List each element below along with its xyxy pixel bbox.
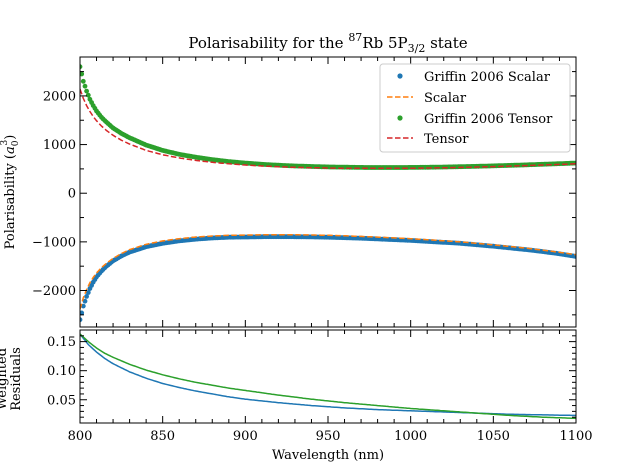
residual-line-1 <box>80 333 576 420</box>
legend-label-griffin-tensor: Griffin 2006 Tensor <box>424 112 553 127</box>
x-tick-label: 1000 <box>394 429 427 444</box>
legend-label-scalar: Scalar <box>424 91 467 106</box>
series-point-0 <box>82 298 88 304</box>
x-tick-label: 1100 <box>559 429 592 444</box>
x-tick-label: 950 <box>316 429 341 444</box>
series-point-2 <box>80 71 85 77</box>
top-y-axis-label: Polarisability (a03) <box>0 135 21 250</box>
bot-y-tick-label: 0.05 <box>47 393 76 408</box>
x-tick-label: 800 <box>68 429 93 444</box>
residuals-plot-area: 800 850 900 950 1000 1050 1100 0.05 0.10 0.15 <box>47 329 593 444</box>
top-y-tick-label: 1000 <box>43 138 76 153</box>
x-axis-label: Wavelength (nm) <box>272 448 384 463</box>
x-tick-label: 850 <box>150 429 175 444</box>
series-point-2 <box>80 64 83 70</box>
legend-frame <box>379 63 571 153</box>
series-point-2 <box>84 88 89 94</box>
series-point-2 <box>85 92 91 98</box>
legend-label-tensor: Tensor <box>424 132 469 147</box>
legend-marker-tensor-points <box>397 115 403 121</box>
top-y-tick-label: 0 <box>68 187 76 202</box>
bot-y-tick-label: 0.10 <box>47 364 76 379</box>
top-y-tick-label: −1000 <box>32 235 76 250</box>
residuals-y-label-line1: Weighted <box>0 348 10 410</box>
top-y-tick-label: 2000 <box>43 89 76 104</box>
legend-label-griffin-scalar: Griffin 2006 Scalar <box>424 70 551 85</box>
legend-marker-scalar-points <box>397 73 403 79</box>
series-point-0 <box>80 310 85 316</box>
chart-title: Polarisability for the 87Rb 5P3/2 state <box>188 31 467 55</box>
series-line-1 <box>80 233 576 310</box>
top-plot-area: −2000 −1000 0 1000 2000 <box>32 56 577 328</box>
series-point-2 <box>82 83 88 89</box>
x-tick-label: 900 <box>233 429 258 444</box>
legend: Griffin 2006 Scalar Scalar Griffin 2006 … <box>379 63 571 153</box>
x-tick-label: 1050 <box>477 429 510 444</box>
residuals-y-label-line2: Residuals <box>9 347 24 411</box>
series-line-3 <box>80 88 576 170</box>
series-point-2 <box>80 78 86 84</box>
bot-y-tick-label: 0.15 <box>47 335 76 350</box>
series-point-0 <box>85 290 91 295</box>
series-point-0 <box>80 317 83 323</box>
top-y-tick-label: −2000 <box>32 284 76 299</box>
series-point-0 <box>80 303 86 309</box>
series-point-0 <box>84 294 89 299</box>
